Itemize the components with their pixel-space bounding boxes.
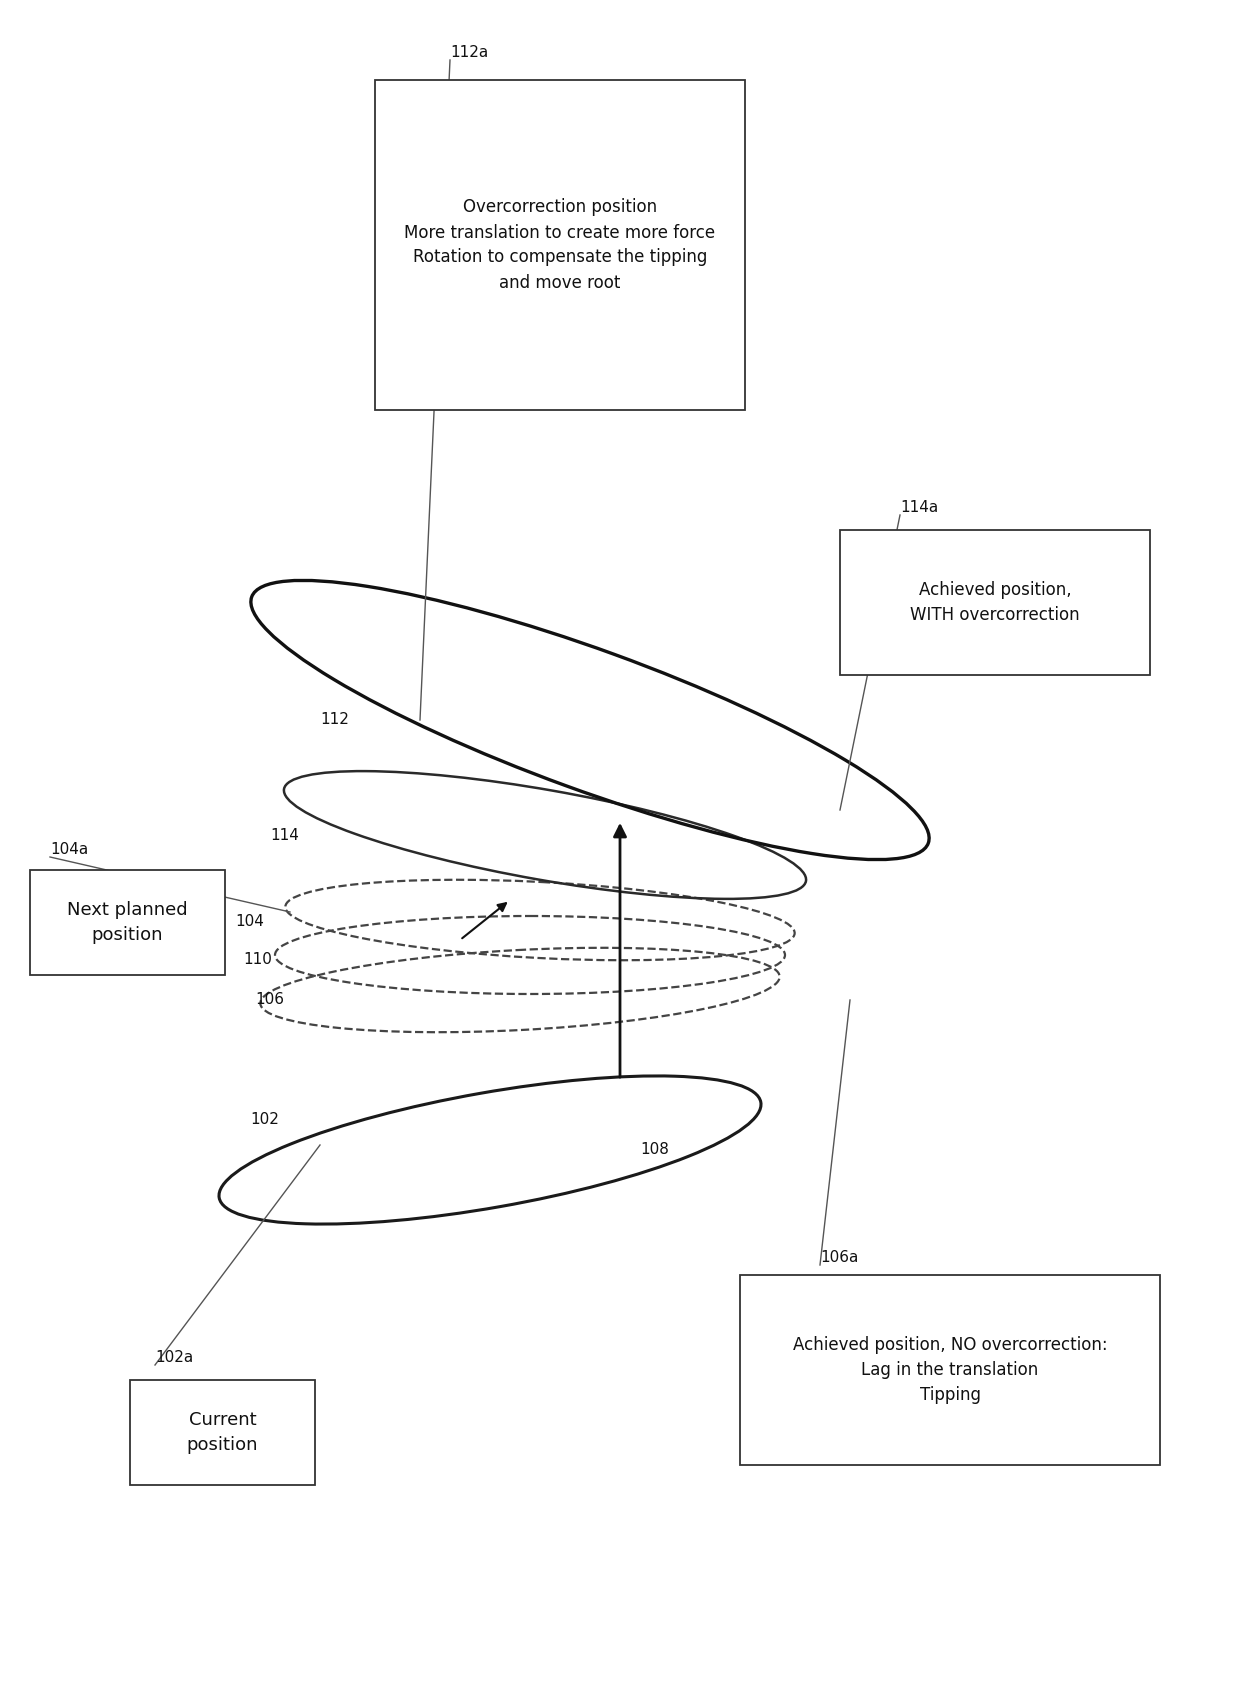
Text: 102: 102 — [250, 1113, 279, 1128]
Text: Next planned
position: Next planned position — [67, 901, 187, 944]
Text: Current
position: Current position — [187, 1410, 258, 1454]
Text: 114: 114 — [270, 827, 299, 842]
Text: 112a: 112a — [450, 46, 489, 59]
Text: Overcorrection position
More translation to create more force
Rotation to compen: Overcorrection position More translation… — [404, 198, 715, 291]
Text: 106: 106 — [255, 993, 284, 1008]
FancyBboxPatch shape — [374, 79, 745, 409]
Text: 108: 108 — [640, 1143, 668, 1158]
FancyBboxPatch shape — [30, 869, 224, 976]
Text: 110: 110 — [243, 952, 273, 967]
Text: 114a: 114a — [900, 501, 939, 516]
Text: 106a: 106a — [820, 1250, 858, 1265]
FancyBboxPatch shape — [839, 529, 1149, 675]
Text: 104a: 104a — [50, 842, 88, 857]
Text: FIG. 1: FIG. 1 — [1049, 1415, 1131, 1444]
Text: 112: 112 — [321, 712, 350, 727]
FancyBboxPatch shape — [740, 1275, 1159, 1464]
Text: Achieved position, NO overcorrection:
Lag in the translation
Tipping: Achieved position, NO overcorrection: La… — [792, 1336, 1107, 1404]
Text: Achieved position,
WITH overcorrection: Achieved position, WITH overcorrection — [910, 582, 1080, 624]
Text: 104: 104 — [236, 915, 264, 930]
FancyBboxPatch shape — [130, 1380, 315, 1485]
Text: 102a: 102a — [155, 1349, 193, 1365]
